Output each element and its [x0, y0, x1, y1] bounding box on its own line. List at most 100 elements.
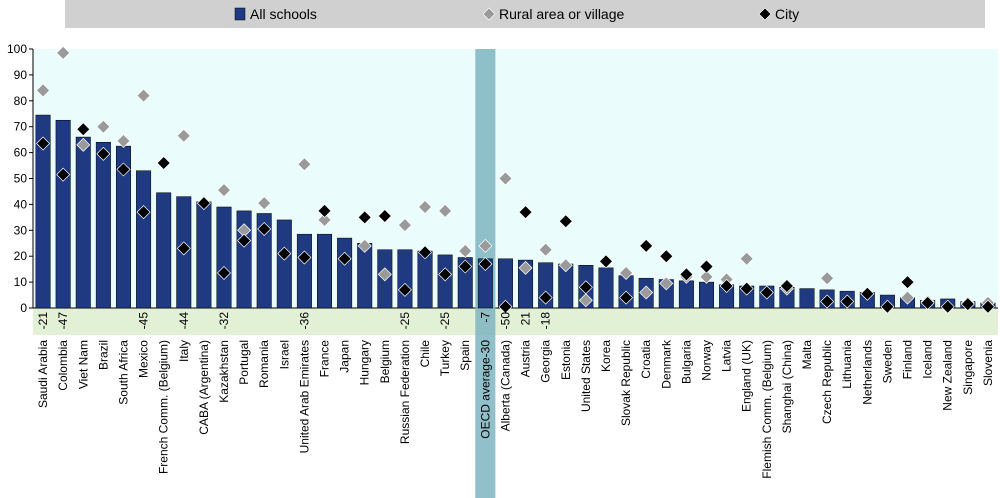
city-marker — [156, 155, 171, 170]
rural-area-or-village-marker — [357, 238, 372, 253]
bar — [136, 170, 152, 309]
rural-area-or-village-marker — [538, 242, 553, 257]
legend-box — [65, 0, 985, 28]
category-label: Viet Nam — [76, 340, 90, 389]
category-label: Netherlands — [860, 340, 874, 405]
city-marker — [538, 290, 553, 305]
rural-area-or-village-marker — [438, 203, 453, 218]
bar — [417, 250, 433, 309]
city-marker — [960, 297, 975, 312]
city-marker — [578, 280, 593, 295]
category-label: Slovenia — [981, 340, 995, 386]
category-label: Georgia — [539, 340, 553, 383]
rural-area-or-village-marker — [558, 258, 573, 273]
city-marker — [840, 294, 855, 309]
category-label: Singapore — [961, 340, 975, 395]
bar — [799, 288, 815, 309]
y-tick-label: 20 — [14, 249, 28, 263]
rural-area-or-village-marker — [498, 171, 513, 186]
difference-label: -7 — [478, 312, 492, 323]
city-marker — [418, 245, 433, 260]
city-marker — [880, 299, 895, 314]
difference-label: 21 — [519, 312, 533, 326]
rural-area-or-village-marker — [56, 45, 71, 60]
category-label: Korea — [599, 340, 613, 372]
category-label: Sweden — [880, 340, 894, 383]
city-marker — [277, 246, 292, 261]
city-marker — [518, 205, 533, 220]
difference-label: -45 — [137, 312, 151, 330]
legend: All schools Rural area or village City — [234, 6, 799, 22]
y-axis: 0 10 20 30 40 50 60 70 80 90 100 — [7, 42, 998, 315]
rural-area-or-village-marker — [397, 218, 412, 233]
city-marker — [920, 295, 935, 310]
city-marker — [176, 241, 191, 256]
category-label: Slovak Republic — [619, 340, 633, 426]
city-marker — [36, 136, 51, 151]
category-label: Portugal — [237, 340, 251, 385]
bar — [196, 201, 212, 309]
difference-label: -25 — [438, 312, 452, 330]
city-marker — [558, 214, 573, 229]
legend-label: City — [775, 6, 799, 22]
difference-label: -18 — [539, 312, 553, 330]
city-marker — [679, 267, 694, 282]
city-marker — [659, 249, 674, 264]
category-label: Turkey — [438, 340, 452, 376]
rural-area-or-village-marker — [96, 119, 111, 134]
category-label: United States — [579, 340, 593, 412]
city-marker — [317, 203, 332, 218]
rural-area-or-village-marker — [518, 260, 533, 275]
category-label: Lithuania — [840, 340, 854, 389]
chart-marks: -21 -47 -45 -44 -32 -36 -25 -25 -7 -50 21 -18 Saudi … — [35, 45, 996, 498]
city-marker — [438, 267, 453, 282]
category-label: Italy — [177, 340, 191, 362]
rural-area-or-village-marker — [639, 285, 654, 300]
category-label: Chile — [418, 340, 432, 368]
category-label: Finland — [901, 340, 915, 379]
category-label: Spain — [458, 340, 472, 371]
city-marker — [76, 122, 91, 137]
bar — [518, 259, 534, 309]
bar — [55, 119, 71, 309]
city-marker — [719, 278, 734, 293]
city-marker — [779, 278, 794, 293]
city-marker — [96, 146, 111, 161]
category-label: Belgium — [378, 340, 392, 383]
rural-area-or-village-marker — [578, 293, 593, 308]
category-label: Russian Federation — [398, 340, 412, 444]
city-marker — [337, 251, 352, 266]
category-label: Czech Republic — [820, 340, 834, 424]
y-tick-label: 80 — [14, 94, 28, 108]
category-label: England (UK) — [740, 340, 754, 412]
category-label: Latvia — [720, 340, 734, 372]
category-label: France — [318, 340, 332, 378]
category-label: Colombia — [56, 340, 70, 391]
category-label: Japan — [338, 340, 352, 373]
city-marker — [900, 275, 915, 290]
bar — [699, 281, 714, 309]
category-label: Flemish Comm. (Belgium) — [760, 340, 774, 479]
rural-area-or-village-marker — [458, 244, 473, 259]
difference-label: -50 — [498, 312, 512, 330]
bar — [296, 233, 312, 309]
rural-area-or-village-marker — [136, 88, 151, 103]
category-label: Israel — [277, 340, 291, 369]
bar — [678, 280, 694, 309]
city-marker — [196, 196, 211, 211]
city-marker — [980, 299, 995, 314]
category-label: Denmark — [659, 339, 673, 389]
rural-area-or-village-marker — [377, 267, 392, 282]
category-label: New Zealand — [941, 340, 955, 411]
rural-area-or-village-marker — [820, 271, 835, 286]
rural-area-or-village-marker — [478, 238, 493, 253]
city-marker — [397, 282, 412, 297]
city-marker — [598, 254, 613, 269]
bar — [598, 267, 614, 309]
city-marker — [820, 294, 835, 309]
rural-area-or-village-marker — [317, 212, 332, 227]
city-marker — [297, 250, 312, 265]
bar — [437, 254, 453, 309]
city-marker — [759, 285, 774, 300]
